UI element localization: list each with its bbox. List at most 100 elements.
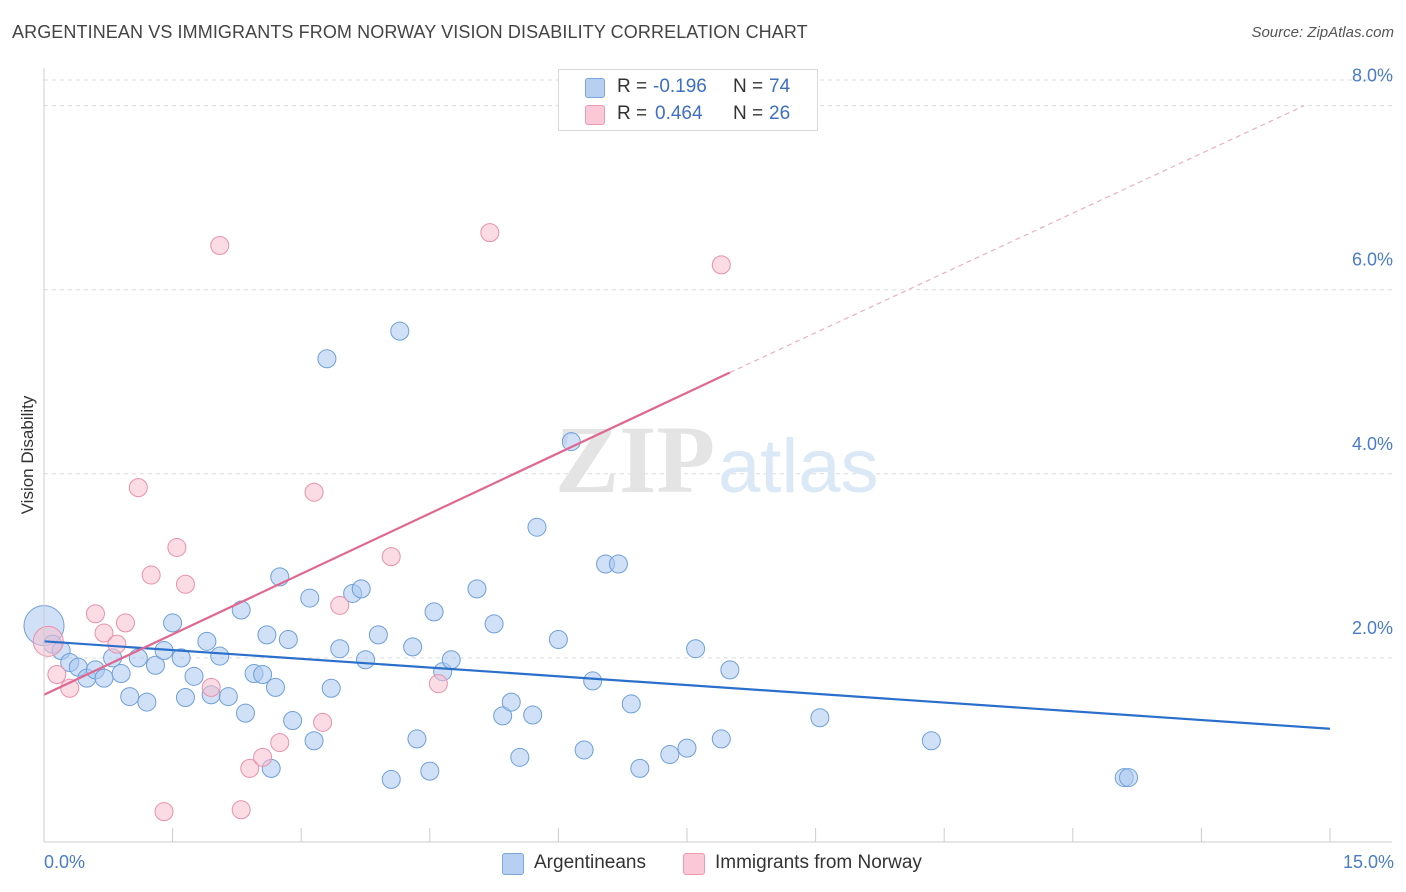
point-argentineans-59 [574,740,594,760]
point-norway-24 [711,255,731,275]
gridlines [44,79,1392,659]
point-argentineans-16 [171,648,191,668]
r-label: R = [617,76,648,97]
point-argentineans-9 [111,664,131,684]
point-argentineans-34 [304,731,324,751]
legend-label: Argentineans [534,852,646,873]
point-argentineans-64 [630,758,650,778]
trend-lines [43,105,1331,730]
stats-legend: R = -0.196 N = 74 R = 0.464 N = 26 [558,69,818,131]
watermark-atlas: atlas [718,424,879,509]
point-argentineans-43 [390,321,410,341]
point-argentineans-41 [368,625,388,645]
point-norway-14 [231,800,251,820]
point-argentineans-57 [548,629,568,649]
point-norway-4 [94,623,114,643]
n-value: 26 [769,103,791,124]
point-argentineans-23 [231,600,251,620]
point-argentineans-18 [184,666,204,686]
y-tick-label-2: 6.0% [1352,250,1393,270]
trend-line-norway [43,371,731,696]
point-norway-6 [115,613,135,633]
point-argentineans-53 [501,692,521,712]
point-argentineans-17 [175,687,195,707]
y-tick-label-0: 2.0% [1352,618,1393,638]
point-norway-10 [167,537,187,557]
point-norway-12 [201,677,221,697]
point-argentineans-50 [467,579,487,599]
legend-swatch-norway [585,105,605,125]
x-axis-max-label: 15.0% [1342,852,1394,872]
trend-line-extension-norway [729,105,1305,374]
point-argentineans-47 [424,602,444,622]
point-argentineans-33 [300,588,320,608]
point-argentineans-7 [94,668,114,688]
point-argentineans-36 [321,678,341,698]
point-argentineans-66 [677,738,697,758]
point-argentineans-52 [493,706,513,726]
point-argentineans-56 [527,517,547,537]
point-norway-5 [107,634,127,654]
point-norway-13 [210,236,230,256]
point-argentineans-42 [381,769,401,789]
point-argentineans-24 [235,703,255,723]
point-norway-15 [240,758,260,778]
point-argentineans-19 [197,631,217,651]
point-argentineans-73 [1119,768,1139,788]
point-norway-18 [304,482,324,502]
point-argentineans-37 [330,639,350,659]
point-argentineans-46 [420,761,440,781]
point-argentineans-65 [660,745,680,765]
x-axis-min-label: 0.0% [44,852,86,872]
point-norway-11 [175,574,195,594]
point-argentineans-45 [407,729,427,749]
y-tick-label-3: 8.0% [1352,66,1393,86]
legend-swatch [683,853,705,875]
point-norway-8 [141,565,161,585]
point-argentineans-49 [441,650,461,670]
chart-source: Source: ZipAtlas.com [1251,24,1394,41]
point-argentineans-26 [253,664,273,684]
point-norway-17 [270,733,290,753]
data-points [23,223,1139,822]
r-label: R = [617,103,648,124]
point-argentineans-27 [257,625,277,645]
point-argentineans-68 [711,729,731,749]
point-argentineans-32 [283,710,303,730]
point-argentineans-69 [720,660,740,680]
point-argentineans-40 [356,650,375,670]
watermark-zip: ZIP [555,406,715,513]
n-label: N = [733,103,764,124]
n-value: 74 [769,76,791,97]
point-argentineans-67 [686,639,706,659]
point-argentineans-35 [317,349,337,369]
point-norway-7 [128,478,148,498]
r-value: 0.464 [655,103,703,124]
legend-label: Immigrants from Norway [715,852,922,873]
point-norway-1 [47,664,67,684]
legend-swatch [502,853,524,875]
point-norway-3 [85,604,105,624]
axes: 2.0% 4.0% 6.0% 8.0% [43,66,1393,843]
point-norway-22 [428,674,448,694]
point-argentineans-70 [810,708,830,728]
point-argentineans-55 [523,705,543,725]
point-argentineans-71 [921,731,941,751]
point-argentineans-60 [583,671,603,691]
point-argentineans-10 [120,687,140,707]
chart-title: ARGENTINEAN VS IMMIGRANTS FROM NORWAY VI… [12,22,808,42]
point-argentineans-39 [351,579,371,599]
point-argentineans-63 [621,694,641,714]
stats-row-argentineans: R = -0.196 N = 74 [559,74,817,100]
watermark: ZIP atlas [555,406,879,513]
point-argentineans-62 [608,554,628,574]
point-norway-9 [154,802,174,822]
point-argentineans-21 [210,646,230,666]
point-norway-19 [313,712,333,732]
n-label: N = [733,76,764,97]
point-argentineans-13 [145,655,165,675]
point-argentineans-51 [484,614,504,634]
point-norway-21 [381,547,401,567]
y-tick-label-1: 4.0% [1352,434,1393,454]
